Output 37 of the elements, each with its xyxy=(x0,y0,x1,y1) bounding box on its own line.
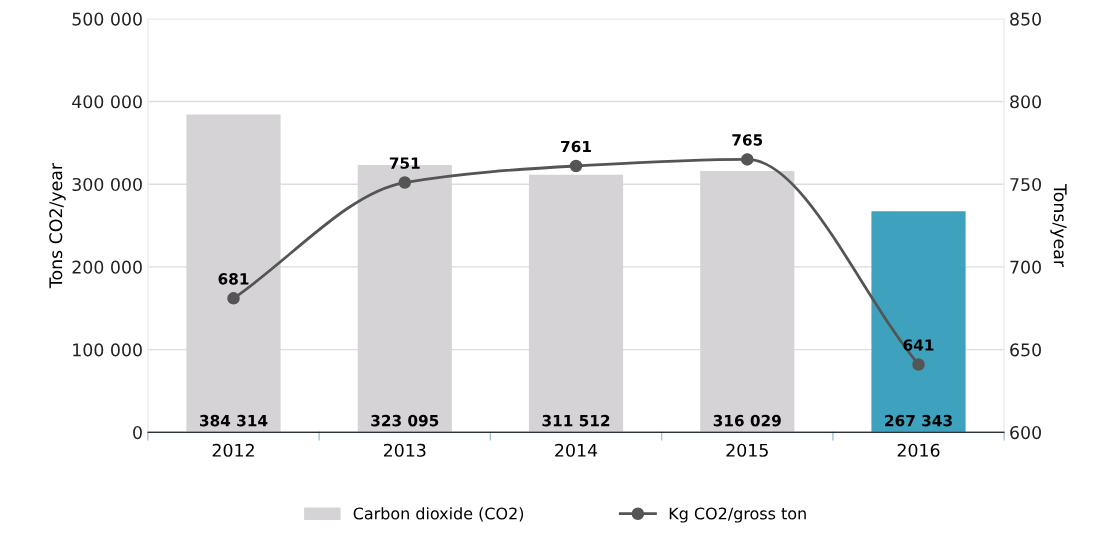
point xyxy=(741,153,754,166)
y-tick-label: 300 000 xyxy=(72,177,142,192)
data-label: 765 xyxy=(732,134,763,146)
bar xyxy=(871,211,966,433)
x-tick-label: 2013 xyxy=(383,443,426,457)
y-axis-title: Tons CO2/year xyxy=(49,162,66,289)
point xyxy=(569,159,583,173)
y2-tick-label: 750 xyxy=(1010,177,1041,192)
y2-tick-label: 600 xyxy=(1010,426,1041,440)
point xyxy=(398,176,412,189)
point xyxy=(912,358,925,371)
data-label: 267 343 xyxy=(885,414,952,427)
data-label: 641 xyxy=(903,339,934,351)
data-label: 384 314 xyxy=(199,414,268,427)
data-label: 316 029 xyxy=(713,414,781,427)
y-tick-label: 100 000 xyxy=(73,343,142,357)
data-label: 681 xyxy=(218,273,249,285)
y-tick-label: 500 000 xyxy=(72,12,142,26)
legend-label: Kg CO2/gross ton xyxy=(669,507,806,523)
y2-axis-title: Tons/year xyxy=(1050,184,1067,267)
data-label: 761 xyxy=(561,140,591,153)
x-tick-label: 2014 xyxy=(555,443,598,457)
y2-tick-label: 700 xyxy=(1010,260,1041,274)
y2-tick-label: 800 xyxy=(1010,95,1041,109)
data-label: 751 xyxy=(389,157,420,169)
legend-label: Carbon dioxide (CO2) xyxy=(353,507,524,522)
y-tick-label: 200 000 xyxy=(72,260,142,274)
data-label: 311 512 xyxy=(542,414,610,427)
y-tick-label: 0 xyxy=(133,426,142,440)
x-tick-label: 2015 xyxy=(726,443,768,457)
x-tick-label: 2012 xyxy=(212,443,254,457)
y-tick-label: 400 000 xyxy=(72,95,142,109)
y2-tick-label: 850 xyxy=(1010,12,1041,26)
point xyxy=(227,292,240,305)
data-label: 323 095 xyxy=(371,414,439,427)
y2-tick-label: 650 xyxy=(1010,343,1041,357)
x-tick-label: 2016 xyxy=(897,443,940,457)
